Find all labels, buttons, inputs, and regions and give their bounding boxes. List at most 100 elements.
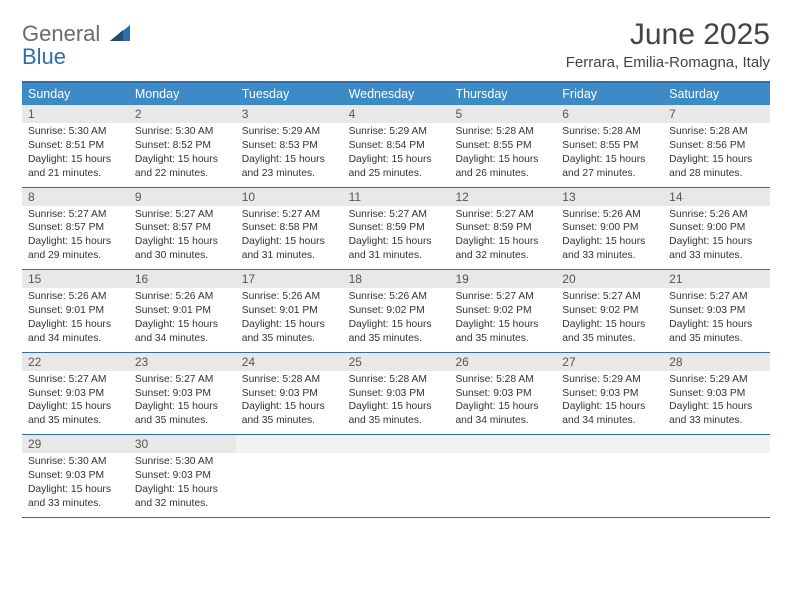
day-body <box>663 453 770 501</box>
sunset-text: Sunset: 9:01 PM <box>242 304 337 318</box>
day-body: Sunrise: 5:26 AMSunset: 9:02 PMDaylight:… <box>343 288 450 346</box>
daylight-text-1: Daylight: 15 hours <box>669 153 764 167</box>
day-body: Sunrise: 5:30 AMSunset: 9:03 PMDaylight:… <box>129 453 236 511</box>
daylight-text-1: Daylight: 15 hours <box>349 235 444 249</box>
logo-line2: Blue <box>22 44 66 69</box>
sunrise-text: Sunrise: 5:28 AM <box>349 373 444 387</box>
week-row: 1Sunrise: 5:30 AMSunset: 8:51 PMDaylight… <box>22 105 770 188</box>
sunrise-text: Sunrise: 5:29 AM <box>349 125 444 139</box>
daylight-text-1: Daylight: 15 hours <box>562 235 657 249</box>
daylight-text-1: Daylight: 15 hours <box>135 483 230 497</box>
day-body: Sunrise: 5:27 AMSunset: 8:57 PMDaylight:… <box>129 206 236 264</box>
day-cell: 20Sunrise: 5:27 AMSunset: 9:02 PMDayligh… <box>556 270 663 352</box>
day-number: 22 <box>22 353 129 371</box>
week-row: 29Sunrise: 5:30 AMSunset: 9:03 PMDayligh… <box>22 435 770 518</box>
sunset-text: Sunset: 9:02 PM <box>562 304 657 318</box>
sunrise-text: Sunrise: 5:26 AM <box>242 290 337 304</box>
day-cell: 7Sunrise: 5:28 AMSunset: 8:56 PMDaylight… <box>663 105 770 187</box>
daylight-text-2: and 29 minutes. <box>28 249 123 263</box>
day-number: 1 <box>22 105 129 123</box>
daylight-text-1: Daylight: 15 hours <box>242 318 337 332</box>
day-number: 13 <box>556 188 663 206</box>
day-header-row: Sunday Monday Tuesday Wednesday Thursday… <box>22 83 770 105</box>
sunrise-text: Sunrise: 5:27 AM <box>455 208 550 222</box>
day-body: Sunrise: 5:26 AMSunset: 9:00 PMDaylight:… <box>556 206 663 264</box>
day-number: 4 <box>343 105 450 123</box>
day-number <box>236 435 343 453</box>
daylight-text-2: and 35 minutes. <box>135 414 230 428</box>
daylight-text-2: and 34 minutes. <box>455 414 550 428</box>
day-body <box>236 453 343 501</box>
daylight-text-2: and 35 minutes. <box>349 414 444 428</box>
daylight-text-1: Daylight: 15 hours <box>28 235 123 249</box>
sunrise-text: Sunrise: 5:27 AM <box>28 373 123 387</box>
sunset-text: Sunset: 8:54 PM <box>349 139 444 153</box>
day-cell: 10 Sunrise: 5:27 AMSunset: 8:58 PMDayligh… <box>236 188 343 270</box>
daylight-text-1: Daylight: 15 hours <box>562 153 657 167</box>
day-body: Sunrise: 5:29 AMSunset: 9:03 PMDaylight:… <box>556 371 663 429</box>
daylight-text-1: Daylight: 15 hours <box>349 400 444 414</box>
daylight-text-1: Daylight: 15 hours <box>455 400 550 414</box>
daylight-text-2: and 34 minutes. <box>28 332 123 346</box>
sunrise-text: Sunrise: 5:26 AM <box>669 208 764 222</box>
day-number: 2 <box>129 105 236 123</box>
sail-icon <box>110 25 130 41</box>
day-body <box>556 453 663 501</box>
sunrise-text: Sunrise: 5:29 AM <box>562 373 657 387</box>
day-label: Saturday <box>663 83 770 105</box>
sunset-text: Sunset: 9:02 PM <box>349 304 444 318</box>
sunset-text: Sunset: 9:03 PM <box>349 387 444 401</box>
day-label: Tuesday <box>236 83 343 105</box>
day-body: Sunrise: 5:28 AMSunset: 8:55 PMDaylight:… <box>556 123 663 181</box>
day-body: Sunrise: 5:26 AMSunset: 9:01 PMDaylight:… <box>129 288 236 346</box>
day-cell: 9Sunrise: 5:27 AMSunset: 8:57 PMDaylight… <box>129 188 236 270</box>
daylight-text-1: Daylight: 15 hours <box>28 153 123 167</box>
daylight-text-1: Daylight: 15 hours <box>562 400 657 414</box>
day-body: Sunrise: 5:27 AMSunset: 8:59 PMDaylight:… <box>343 206 450 264</box>
day-number: 28 <box>663 353 770 371</box>
day-body: Sunrise: 5:29 AMSunset: 9:03 PMDaylight:… <box>663 371 770 429</box>
sunrise-text: Sunrise: 5:29 AM <box>242 125 337 139</box>
logo: General Blue <box>22 22 130 68</box>
day-body: Sunrise: 5:26 AMSunset: 9:00 PMDaylight:… <box>663 206 770 264</box>
daylight-text-1: Daylight: 15 hours <box>669 318 764 332</box>
day-number: 10 <box>236 188 343 206</box>
sunset-text: Sunset: 9:03 PM <box>135 387 230 401</box>
day-cell: 6Sunrise: 5:28 AMSunset: 8:55 PMDaylight… <box>556 105 663 187</box>
day-cell <box>449 435 556 517</box>
day-body: Sunrise: 5:27 AMSunset: 9:03 PMDaylight:… <box>663 288 770 346</box>
day-body: Sunrise: 5:30 AMSunset: 8:51 PMDaylight:… <box>22 123 129 181</box>
day-number: 29 <box>22 435 129 453</box>
day-body: Sunrise: 5:28 AMSunset: 9:03 PMDaylight:… <box>236 371 343 429</box>
day-body: Sunrise: 5:27 AMSunset: 8:59 PMDaylight:… <box>449 206 556 264</box>
sunset-text: Sunset: 8:58 PM <box>242 221 337 235</box>
day-cell <box>556 435 663 517</box>
day-cell: 18Sunrise: 5:26 AMSunset: 9:02 PMDayligh… <box>343 270 450 352</box>
day-cell: 21Sunrise: 5:27 AMSunset: 9:03 PMDayligh… <box>663 270 770 352</box>
sunset-text: Sunset: 9:03 PM <box>135 469 230 483</box>
day-body: Sunrise: 5:26 AMSunset: 9:01 PMDaylight:… <box>22 288 129 346</box>
sunset-text: Sunset: 8:55 PM <box>562 139 657 153</box>
daylight-text-2: and 33 minutes. <box>669 249 764 263</box>
sunrise-text: Sunrise: 5:27 AM <box>562 290 657 304</box>
daylight-text-2: and 35 minutes. <box>562 332 657 346</box>
sunrise-text: Sunrise: 5:28 AM <box>455 125 550 139</box>
day-number: 18 <box>343 270 450 288</box>
day-cell: 5Sunrise: 5:28 AMSunset: 8:55 PMDaylight… <box>449 105 556 187</box>
day-number: 8 <box>22 188 129 206</box>
location: Ferrara, Emilia-Romagna, Italy <box>566 54 770 71</box>
day-cell: 30Sunrise: 5:30 AMSunset: 9:03 PMDayligh… <box>129 435 236 517</box>
day-body: Sunrise: 5:26 AMSunset: 9:01 PMDaylight:… <box>236 288 343 346</box>
day-cell <box>343 435 450 517</box>
logo-line1: General <box>22 21 100 46</box>
day-body: Sunrise: 5:28 AMSunset: 8:56 PMDaylight:… <box>663 123 770 181</box>
daylight-text-2: and 31 minutes. <box>349 249 444 263</box>
sunset-text: Sunset: 9:02 PM <box>455 304 550 318</box>
day-number: 14 <box>663 188 770 206</box>
sunrise-text: Sunrise: 5:27 AM <box>242 208 337 222</box>
daylight-text-1: Daylight: 15 hours <box>242 235 337 249</box>
sunrise-text: Sunrise: 5:26 AM <box>135 290 230 304</box>
sunrise-text: Sunrise: 5:30 AM <box>135 125 230 139</box>
day-body: Sunrise: 5:28 AMSunset: 9:03 PMDaylight:… <box>343 371 450 429</box>
day-body: Sunrise: 5:28 AMSunset: 9:03 PMDaylight:… <box>449 371 556 429</box>
